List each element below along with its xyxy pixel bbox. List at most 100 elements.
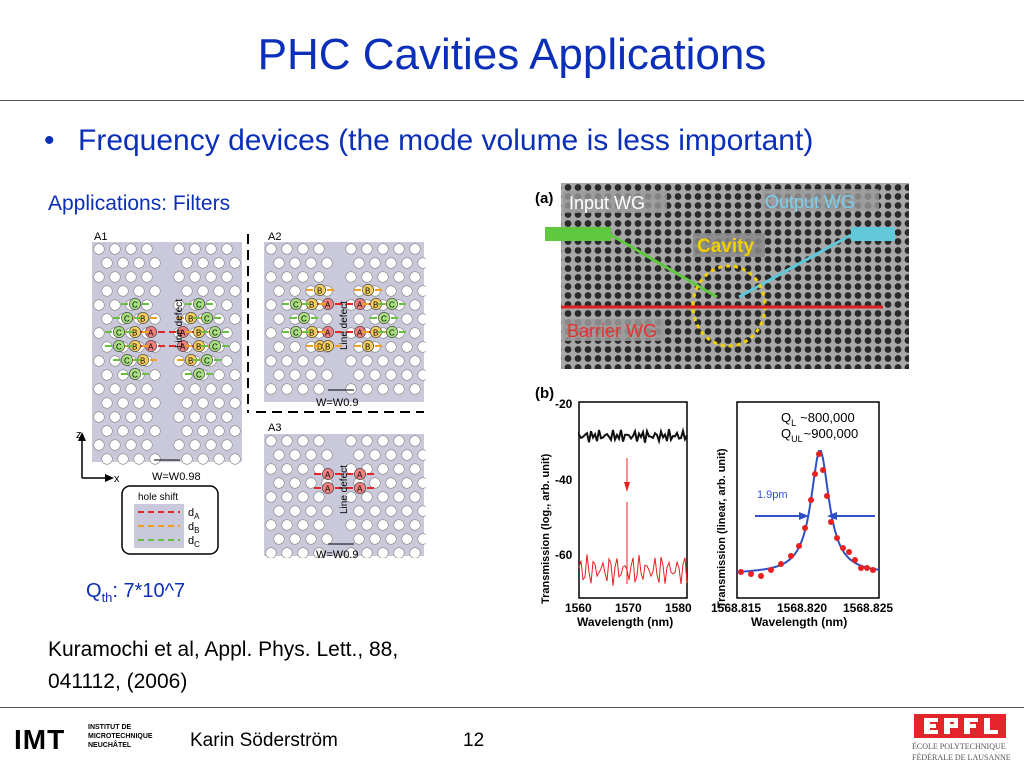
svg-text:C: C: [132, 371, 138, 380]
x-axis-label: Wavelength (nm): [577, 615, 673, 629]
svg-text:A: A: [180, 329, 186, 338]
epfl-logo-icon: [910, 712, 1010, 740]
linear-transmission-plot: 1568.815 1568.820 1568.825 Wavelength (n…: [711, 401, 893, 629]
svg-text:B: B: [365, 343, 370, 352]
svg-text:B: B: [373, 329, 378, 338]
width-label-a1: W=W0.98: [152, 471, 201, 483]
svg-text:B: B: [309, 329, 314, 338]
page-number: 12: [463, 730, 485, 751]
q-subscript: th: [101, 590, 113, 605]
svg-text:B: B: [140, 315, 145, 324]
epfl-line: FÉDÉRALE DE LAUSANNE: [912, 753, 1011, 762]
svg-text:C: C: [204, 315, 210, 324]
axis-x-label: x: [114, 473, 120, 485]
svg-text:C: C: [116, 329, 122, 338]
svg-text:A: A: [180, 343, 186, 352]
svg-text:B: B: [309, 301, 314, 310]
svg-text:C: C: [116, 343, 122, 352]
svg-text:dA: dA: [188, 507, 200, 521]
svg-text:B: B: [196, 329, 201, 338]
svg-text:B: B: [188, 357, 193, 366]
svg-text:A: A: [325, 301, 331, 310]
svg-text:C: C: [196, 301, 202, 310]
output-wg-label: Output WG: [765, 192, 855, 212]
svg-text:A: A: [357, 485, 363, 494]
svg-text:B: B: [132, 343, 137, 352]
axis-z-label: z: [76, 429, 82, 441]
svg-text:C: C: [212, 329, 218, 338]
citation: Kuramochi et al, Appl. Phys. Lett., 88, …: [48, 634, 488, 698]
svg-text:A: A: [148, 329, 154, 338]
svg-text:A: A: [148, 343, 154, 352]
line-defect-label-a3: Line defect: [339, 465, 350, 514]
ytick: -40: [555, 473, 573, 487]
line-defect-label-a2: Line defect: [339, 301, 350, 350]
svg-text:B: B: [325, 343, 330, 352]
panel-label-a3: A3: [268, 422, 281, 434]
svg-text:B: B: [188, 315, 193, 324]
input-arrow: [545, 227, 611, 241]
measured-points: [738, 451, 876, 579]
ql-value: ~800,000: [800, 410, 855, 425]
slide-title: PHC Cavities Applications: [257, 30, 767, 79]
width-label-a3: W=W0.9: [316, 549, 358, 558]
svg-text:C: C: [293, 329, 299, 338]
left-figure: AAAABBBBBBBBCCCCCCCCCCCCAAAABBBBBBBBBCCC…: [76, 231, 426, 558]
imt-sub-line: NEUCHÂTEL: [88, 742, 132, 749]
svg-text:B: B: [365, 287, 370, 296]
q-values: QL ~800,000 QUL~900,000: [781, 410, 858, 444]
svg-text:dC: dC: [188, 535, 200, 549]
imt-logo-subtitle: INSTITUT DE MICROTECHNIQUE NEUCHÂTEL: [88, 723, 168, 750]
panel-label-a1: A1: [94, 231, 107, 243]
ql-sub: L: [791, 418, 796, 428]
xtick: 1568.815: [711, 601, 761, 615]
footer-author: Karin Söderström: [190, 730, 338, 751]
lorentzian-fit: [736, 450, 880, 573]
svg-text:C: C: [124, 357, 130, 366]
imt-logo: IMT: [14, 724, 66, 755]
figure-a-cavity: (a) Input WG Output WG Cavity Barrier WG: [533, 183, 909, 373]
title-divider: [0, 100, 1024, 101]
log-transmission-plot: -20 -40 -60 1560 1570 1580 Wavelength (n…: [540, 397, 692, 629]
svg-text:C: C: [389, 301, 395, 310]
svg-text:A: A: [357, 471, 363, 480]
panel-label-a2: A2: [268, 231, 281, 243]
imt-sub-line: MICROTECHNIQUE: [88, 733, 153, 740]
figure-b-label: (b): [535, 385, 554, 402]
qul-sub: UL: [791, 434, 803, 444]
svg-text:B: B: [373, 301, 378, 310]
svg-text:B: B: [317, 287, 322, 296]
svg-text:C: C: [196, 371, 202, 380]
xtick: 1560: [565, 601, 592, 615]
width-label-a2: W=W0.9: [316, 397, 358, 409]
xtick: 1568.825: [843, 601, 893, 615]
fwhm-label: 1.9pm: [757, 489, 788, 501]
svg-text:C: C: [389, 329, 395, 338]
footer-divider: [0, 707, 1024, 708]
input-path: [610, 233, 718, 299]
epfl-line: ÉCOLE POLYTECHNIQUE: [912, 742, 1006, 751]
applications-subhead: Applications: Filters: [48, 192, 231, 215]
cavity-label: Cavity: [697, 236, 754, 257]
bullet-item: • Frequency devices (the mode volume is l…: [44, 124, 813, 158]
xtick: 1570: [615, 601, 642, 615]
x-axis-label: Wavelength (nm): [751, 615, 847, 629]
q-threshold: Qth: 7*10^7: [86, 580, 185, 605]
citation-line-2: 041112, (2006): [48, 670, 188, 693]
figure-a-label: (a): [535, 190, 553, 207]
q-value: : 7*10^7: [112, 580, 186, 602]
ytick: -20: [555, 397, 573, 411]
svg-text:A: A: [325, 329, 331, 338]
svg-text:C: C: [212, 343, 218, 352]
svg-text:C: C: [132, 301, 138, 310]
shifted-hole-markers: AAAABBBBBBBBCCCCCCCCCCCCAAAABBBBBBBBBCCC…: [105, 284, 406, 494]
svg-text:A: A: [357, 301, 363, 310]
qul-symbol: Q: [781, 426, 791, 441]
y-axis-label: Transmission (log., arb. unit): [540, 453, 552, 604]
svg-text:B: B: [132, 329, 137, 338]
xtick: 1568.820: [777, 601, 827, 615]
svg-text:B: B: [140, 357, 145, 366]
svg-text:C: C: [293, 301, 299, 310]
hole-shift-title: hole shift: [138, 492, 178, 503]
